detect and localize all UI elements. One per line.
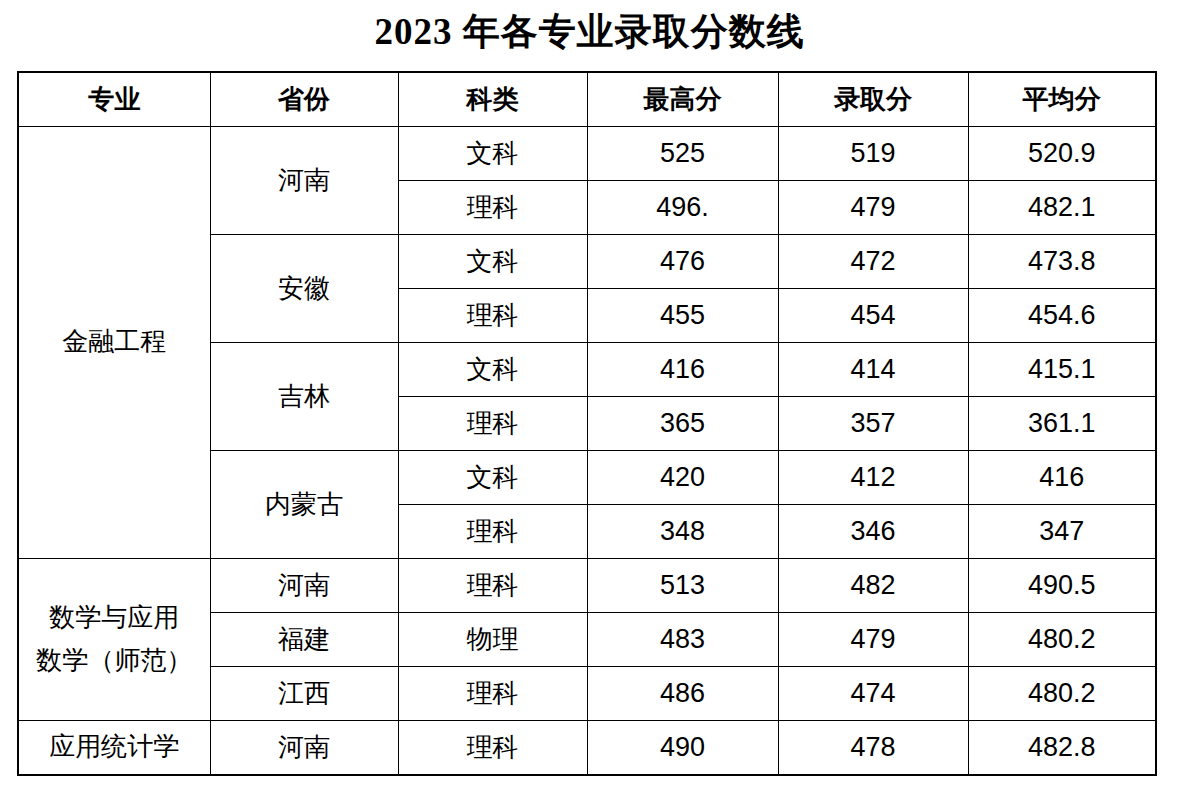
admit-score-cell: 474	[778, 667, 968, 721]
province-cell: 福建	[210, 613, 398, 667]
category-cell: 理科	[398, 397, 587, 451]
max-score-cell: 490	[587, 721, 778, 776]
max-score-cell: 486	[587, 667, 778, 721]
category-cell: 理科	[398, 559, 587, 613]
max-score-cell: 420	[587, 451, 778, 505]
admit-score-cell: 479	[778, 613, 968, 667]
table-body: 金融工程河南文科525519520.9理科496.479482.1安徽文科476…	[18, 127, 1156, 776]
table-header-row: 专业省份科类最高分录取分平均分	[18, 72, 1156, 127]
avg-score-cell: 473.8	[968, 235, 1156, 289]
col-header-max-score: 最高分	[587, 72, 778, 127]
province-cell: 安徽	[210, 235, 398, 343]
province-cell: 吉林	[210, 343, 398, 451]
max-score-cell: 455	[587, 289, 778, 343]
max-score-cell: 416	[587, 343, 778, 397]
category-cell: 文科	[398, 235, 587, 289]
avg-score-cell: 482.1	[968, 181, 1156, 235]
category-cell: 理科	[398, 667, 587, 721]
avg-score-cell: 454.6	[968, 289, 1156, 343]
avg-score-cell: 416	[968, 451, 1156, 505]
admit-score-cell: 519	[778, 127, 968, 181]
col-header-major: 专业	[18, 72, 210, 127]
avg-score-cell: 482.8	[968, 721, 1156, 776]
max-score-cell: 476	[587, 235, 778, 289]
major-cell: 数学与应用 数学（师范）	[18, 559, 210, 721]
page-title: 2023 年各专业录取分数线	[0, 6, 1179, 58]
scores-table: 专业省份科类最高分录取分平均分 金融工程河南文科525519520.9理科496…	[17, 71, 1157, 776]
max-score-cell: 365	[587, 397, 778, 451]
avg-score-cell: 415.1	[968, 343, 1156, 397]
avg-score-cell: 361.1	[968, 397, 1156, 451]
admit-score-cell: 479	[778, 181, 968, 235]
document-page: 2023 年各专业录取分数线 专业省份科类最高分录取分平均分 金融工程河南文科5…	[0, 0, 1179, 797]
max-score-cell: 483	[587, 613, 778, 667]
table-row: 应用统计学河南理科490478482.8	[18, 721, 1156, 776]
category-cell: 理科	[398, 505, 587, 559]
province-cell: 江西	[210, 667, 398, 721]
admit-score-cell: 357	[778, 397, 968, 451]
admit-score-cell: 482	[778, 559, 968, 613]
province-cell: 河南	[210, 559, 398, 613]
category-cell: 文科	[398, 451, 587, 505]
admit-score-cell: 412	[778, 451, 968, 505]
admit-score-cell: 454	[778, 289, 968, 343]
avg-score-cell: 347	[968, 505, 1156, 559]
max-score-cell: 348	[587, 505, 778, 559]
col-header-avg-score: 平均分	[968, 72, 1156, 127]
col-header-province: 省份	[210, 72, 398, 127]
table-row: 金融工程河南文科525519520.9	[18, 127, 1156, 181]
avg-score-cell: 480.2	[968, 613, 1156, 667]
admit-score-cell: 346	[778, 505, 968, 559]
max-score-cell: 525	[587, 127, 778, 181]
avg-score-cell: 480.2	[968, 667, 1156, 721]
major-cell: 金融工程	[18, 127, 210, 559]
category-cell: 文科	[398, 343, 587, 397]
max-score-cell: 496.	[587, 181, 778, 235]
admit-score-cell: 414	[778, 343, 968, 397]
category-cell: 理科	[398, 181, 587, 235]
avg-score-cell: 490.5	[968, 559, 1156, 613]
table-row: 数学与应用 数学（师范）河南理科513482490.5	[18, 559, 1156, 613]
province-cell: 河南	[210, 127, 398, 235]
col-header-category: 科类	[398, 72, 587, 127]
col-header-admit-score: 录取分	[778, 72, 968, 127]
admit-score-cell: 478	[778, 721, 968, 776]
province-cell: 河南	[210, 721, 398, 776]
category-cell: 物理	[398, 613, 587, 667]
category-cell: 文科	[398, 127, 587, 181]
province-cell: 内蒙古	[210, 451, 398, 559]
max-score-cell: 513	[587, 559, 778, 613]
category-cell: 理科	[398, 289, 587, 343]
admit-score-cell: 472	[778, 235, 968, 289]
avg-score-cell: 520.9	[968, 127, 1156, 181]
category-cell: 理科	[398, 721, 587, 776]
major-cell: 应用统计学	[18, 721, 210, 776]
